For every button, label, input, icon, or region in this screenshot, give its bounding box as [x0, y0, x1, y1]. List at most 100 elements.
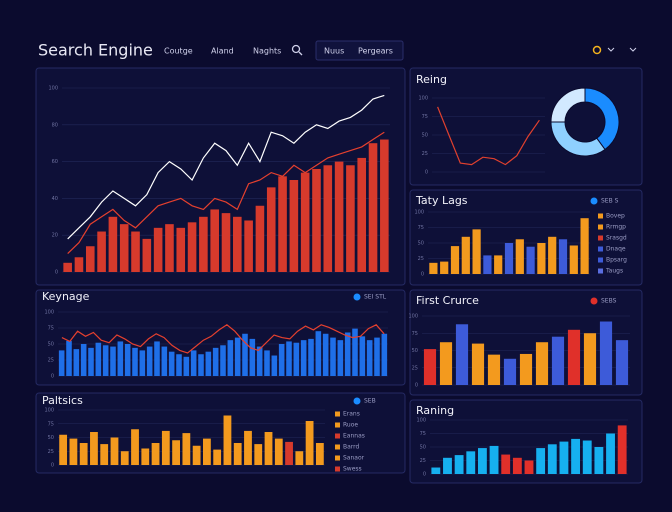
bar: [153, 227, 163, 272]
bar: [244, 430, 252, 465]
y-tick-label: 60: [52, 159, 58, 165]
bar: [161, 430, 170, 465]
bar: [526, 246, 535, 274]
y-tick-label: 25: [412, 365, 418, 371]
bar: [569, 245, 578, 274]
bar: [580, 218, 589, 274]
bar: [582, 440, 592, 474]
bar: [142, 238, 152, 272]
bar: [512, 457, 522, 474]
bar: [256, 346, 263, 376]
bar: [366, 340, 373, 376]
bar: [344, 332, 351, 376]
y-tick-label: 0: [421, 272, 424, 278]
bar: [63, 262, 72, 272]
y-tick-label: 75: [420, 431, 426, 437]
bar: [315, 443, 324, 465]
search-icon[interactable]: [291, 44, 301, 54]
bar: [58, 350, 65, 376]
legend-dot: [353, 293, 361, 301]
panel-title: First Crurce: [416, 294, 479, 307]
legend-label: Bpsarg: [606, 257, 627, 264]
bar: [233, 216, 242, 272]
bar: [368, 143, 378, 272]
y-tick-label: 75: [48, 326, 54, 332]
bar: [110, 437, 119, 465]
bar: [330, 337, 336, 376]
y-tick-label: 100: [418, 96, 428, 102]
bar: [615, 340, 629, 385]
bar: [124, 344, 131, 376]
y-tick-label: 100: [416, 418, 426, 424]
bar: [450, 246, 460, 274]
bar: [212, 347, 219, 376]
bar: [295, 451, 304, 465]
bar: [242, 333, 248, 376]
bar: [182, 433, 191, 465]
legend-swatch: [598, 224, 603, 230]
y-tick-label: 0: [51, 374, 54, 380]
panel-title: Taty Lags: [415, 194, 468, 207]
bar: [176, 227, 186, 272]
bar: [440, 261, 449, 274]
bar: [439, 342, 453, 385]
bar: [227, 340, 234, 376]
y-tick-label: 25: [420, 458, 426, 464]
bar: [381, 333, 388, 376]
bar: [471, 343, 485, 385]
line: [67, 94, 385, 240]
nav-link[interactable]: Coutge: [164, 47, 193, 56]
bar: [161, 346, 168, 376]
bar: [223, 415, 232, 465]
bar: [443, 457, 452, 474]
bar: [213, 449, 222, 465]
y-tick-label: 75: [412, 331, 418, 337]
legend-swatch: [335, 422, 340, 428]
bar: [203, 438, 211, 465]
legend-swatch: [335, 411, 340, 417]
legend-label: Bovep: [606, 213, 625, 220]
bar: [220, 345, 226, 376]
nav-link[interactable]: Aland: [211, 47, 234, 56]
y-tick-label: 100: [414, 210, 424, 216]
tab[interactable]: Pergears: [358, 47, 393, 56]
bar: [190, 350, 197, 376]
bar: [97, 231, 106, 272]
bar: [504, 243, 514, 274]
panel-title: Paltsics: [42, 394, 83, 407]
tab[interactable]: Nuus: [324, 47, 344, 56]
bar: [352, 328, 358, 376]
bar: [536, 448, 546, 474]
bar: [90, 432, 98, 465]
y-tick-label: 50: [48, 342, 54, 348]
bar: [255, 205, 265, 272]
donut-slice: [550, 87, 586, 123]
y-tick-label: 0: [425, 170, 428, 176]
dropdown-icon[interactable]: [629, 47, 637, 52]
user-icon[interactable]: [592, 45, 602, 55]
bar: [119, 224, 129, 272]
panel-title: Keynage: [42, 290, 90, 303]
dropdown-icon[interactable]: [607, 47, 615, 52]
bar: [100, 444, 109, 465]
bar: [198, 354, 204, 376]
bar: [289, 180, 299, 272]
y-tick-label: 100: [48, 86, 58, 92]
nav-link[interactable]: Naghts: [253, 47, 281, 56]
legend-dot: [590, 297, 598, 305]
panel-title: Raning: [416, 404, 454, 417]
legend-label: SEBS: [601, 298, 617, 305]
bar: [151, 443, 160, 465]
bar: [472, 229, 481, 274]
bar: [305, 421, 314, 465]
bar: [300, 340, 307, 376]
bar: [300, 172, 310, 272]
bar: [359, 336, 366, 376]
bar: [141, 448, 150, 465]
bar: [254, 444, 263, 465]
bar: [210, 209, 219, 272]
bar: [571, 438, 581, 474]
y-tick-label: 0: [55, 270, 58, 276]
bar: [73, 349, 80, 376]
